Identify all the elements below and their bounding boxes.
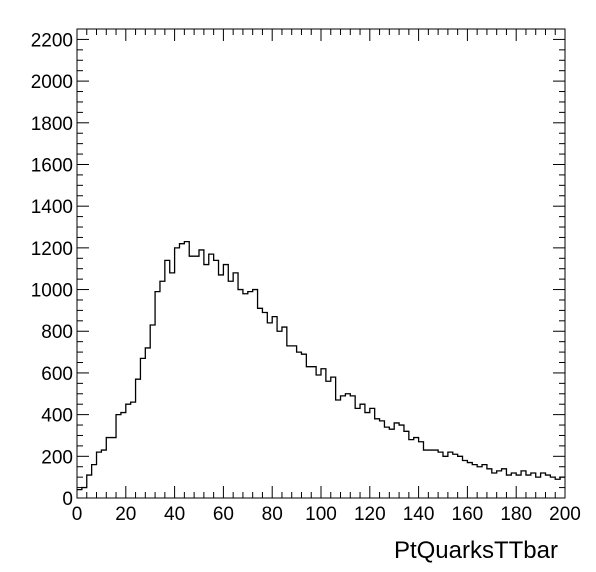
y-tick-label: 600: [41, 364, 73, 385]
y-tick-label: 800: [41, 322, 73, 343]
x-tick-label: 200: [549, 504, 581, 525]
x-tick-labels: 0 20 40 60 80 100 120 140 160 180 200: [72, 504, 581, 525]
y-tick-label: 1200: [31, 239, 73, 260]
histogram-series-line: [77, 240, 565, 491]
x-tick-label: 60: [213, 504, 234, 525]
y-tick-label: 1600: [31, 155, 73, 176]
x-tick-label: 100: [305, 504, 337, 525]
x-axis-title: PtQuarksTTbar: [394, 537, 558, 564]
y-tick-label: 2200: [31, 30, 73, 51]
y-tick-label: 0: [62, 489, 73, 510]
y-tick-label: 2000: [31, 72, 73, 93]
y-tick-label: 1400: [31, 197, 73, 218]
x-tick-label: 160: [452, 504, 484, 525]
y-tick-label: 1000: [31, 281, 73, 302]
y-tick-label: 1800: [31, 114, 73, 135]
x-tick-label: 40: [164, 504, 185, 525]
plot-frame: [76, 28, 566, 499]
y-tick-label: 200: [41, 447, 73, 468]
x-tick-label: 80: [262, 504, 283, 525]
y-tick-labels: 0 200 400 600 800 1000 1200 1400 1600 1800 2000 220…: [31, 30, 73, 510]
x-tick-label: 20: [115, 504, 136, 525]
x-tick-label: 140: [403, 504, 435, 525]
x-tick-label: 180: [500, 504, 532, 525]
x-tick-label: 120: [354, 504, 386, 525]
y-tick-label: 400: [41, 406, 73, 427]
axis-ticks: [76, 28, 566, 499]
x-tick-label: 0: [72, 504, 83, 525]
